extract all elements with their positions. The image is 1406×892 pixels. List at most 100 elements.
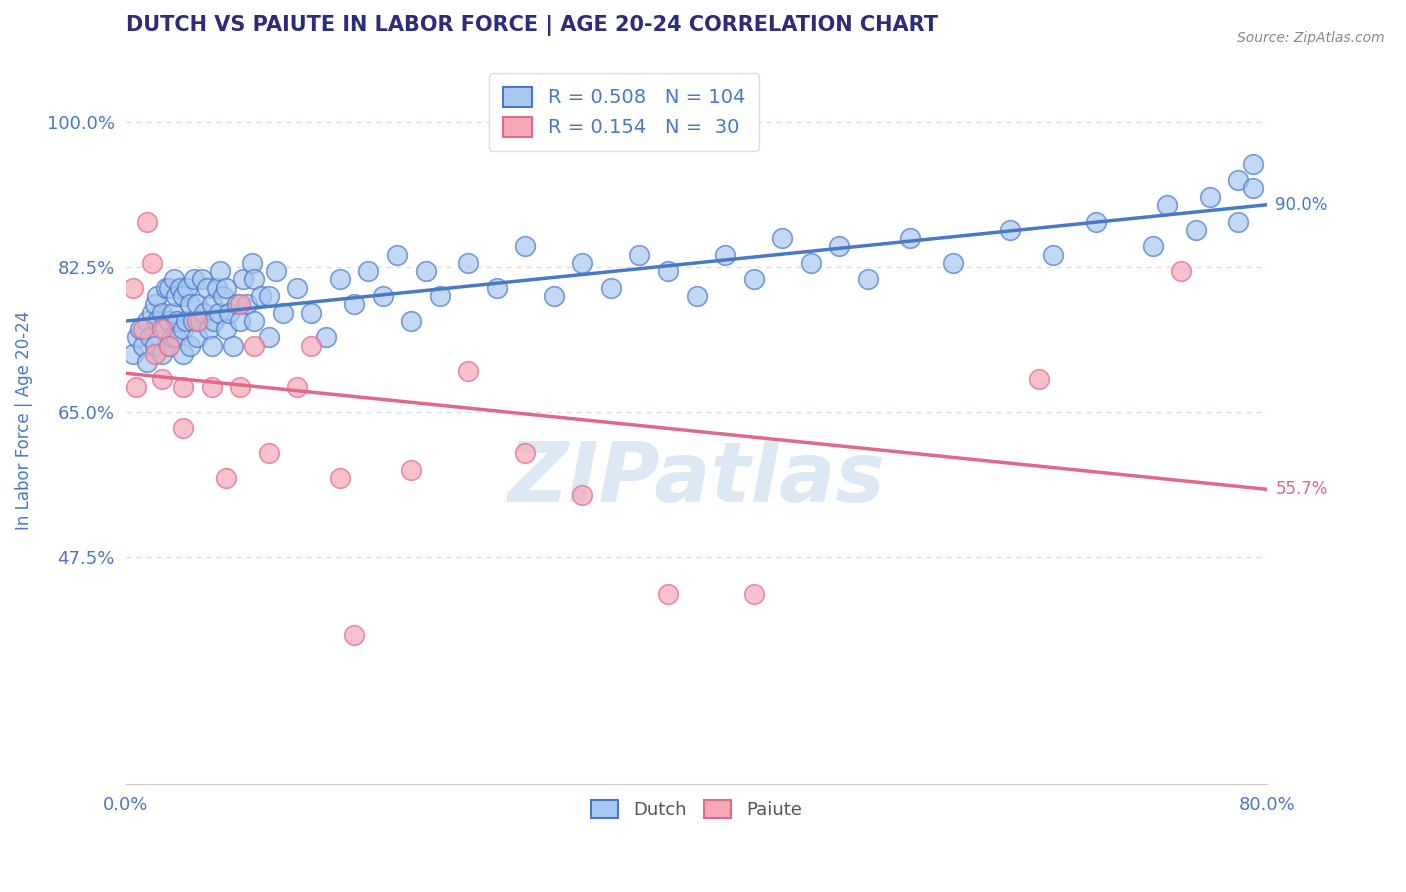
Point xyxy=(257,446,280,460)
Point xyxy=(714,247,737,261)
Point xyxy=(122,347,145,361)
Point xyxy=(742,587,765,601)
Text: Source: ZipAtlas.com: Source: ZipAtlas.com xyxy=(1237,31,1385,45)
Point xyxy=(600,281,623,295)
Point xyxy=(429,289,451,303)
Point xyxy=(299,305,322,319)
Point xyxy=(628,247,651,261)
Point xyxy=(343,628,366,642)
Point xyxy=(127,330,149,344)
Point xyxy=(742,272,765,286)
Point xyxy=(172,380,194,394)
Point xyxy=(162,305,184,319)
Point xyxy=(329,471,352,485)
Point xyxy=(401,463,423,477)
Point xyxy=(315,330,337,344)
Point xyxy=(200,339,222,353)
Point xyxy=(236,297,259,311)
Point xyxy=(153,322,176,336)
Point xyxy=(942,256,965,270)
Point xyxy=(165,289,187,303)
Point xyxy=(143,297,166,311)
Point xyxy=(571,488,593,502)
Point xyxy=(172,289,194,303)
Text: 55.7%: 55.7% xyxy=(1275,480,1327,499)
Point xyxy=(136,314,159,328)
Point xyxy=(371,289,394,303)
Point xyxy=(243,314,266,328)
Y-axis label: In Labor Force | Age 20-24: In Labor Force | Age 20-24 xyxy=(15,310,32,530)
Point xyxy=(229,297,252,311)
Point xyxy=(657,264,679,278)
Point xyxy=(176,281,198,295)
Point xyxy=(571,256,593,270)
Point xyxy=(163,272,186,286)
Point xyxy=(457,256,479,270)
Point xyxy=(125,380,148,394)
Text: 90.0%: 90.0% xyxy=(1275,195,1327,214)
Point xyxy=(229,380,252,394)
Point xyxy=(183,272,205,286)
Point xyxy=(257,330,280,344)
Point xyxy=(515,239,537,253)
Point xyxy=(1199,190,1222,204)
Point xyxy=(1184,223,1206,237)
Point xyxy=(209,264,232,278)
Point xyxy=(243,339,266,353)
Point xyxy=(515,446,537,460)
Point xyxy=(1241,156,1264,170)
Point xyxy=(1170,264,1192,278)
Point xyxy=(800,256,823,270)
Point xyxy=(299,339,322,353)
Point xyxy=(1084,214,1107,228)
Point xyxy=(218,305,240,319)
Point xyxy=(232,272,254,286)
Point xyxy=(685,289,707,303)
Point xyxy=(141,256,163,270)
Point xyxy=(1028,372,1050,386)
Point xyxy=(343,297,366,311)
Point xyxy=(155,281,177,295)
Point xyxy=(143,339,166,353)
Point xyxy=(166,314,188,328)
Point xyxy=(415,264,437,278)
Point xyxy=(264,264,287,278)
Point xyxy=(193,305,215,319)
Legend: Dutch, Paiute: Dutch, Paiute xyxy=(583,793,808,826)
Point xyxy=(900,231,922,245)
Point xyxy=(250,289,273,303)
Text: DUTCH VS PAIUTE IN LABOR FORCE | AGE 20-24 CORRELATION CHART: DUTCH VS PAIUTE IN LABOR FORCE | AGE 20-… xyxy=(127,15,938,36)
Point xyxy=(172,421,194,435)
Point xyxy=(174,314,197,328)
Point xyxy=(543,289,565,303)
Point xyxy=(215,471,238,485)
Point xyxy=(208,305,231,319)
Point xyxy=(136,214,159,228)
Point xyxy=(150,305,173,319)
Point xyxy=(226,297,249,311)
Point xyxy=(285,380,308,394)
Point xyxy=(212,289,235,303)
Point xyxy=(157,339,180,353)
Point xyxy=(257,289,280,303)
Point xyxy=(172,347,194,361)
Point xyxy=(1000,223,1022,237)
Point xyxy=(828,239,851,253)
Point xyxy=(141,305,163,319)
Point xyxy=(1042,247,1064,261)
Point xyxy=(169,281,191,295)
Point xyxy=(186,297,208,311)
Point xyxy=(146,289,169,303)
Point xyxy=(271,305,294,319)
Point xyxy=(215,281,238,295)
Point xyxy=(190,272,212,286)
Point xyxy=(329,272,352,286)
Point xyxy=(122,281,145,295)
Point xyxy=(243,272,266,286)
Point xyxy=(165,330,187,344)
Point xyxy=(401,314,423,328)
Point xyxy=(146,314,169,328)
Point xyxy=(188,314,211,328)
Point xyxy=(172,322,194,336)
Point xyxy=(160,330,183,344)
